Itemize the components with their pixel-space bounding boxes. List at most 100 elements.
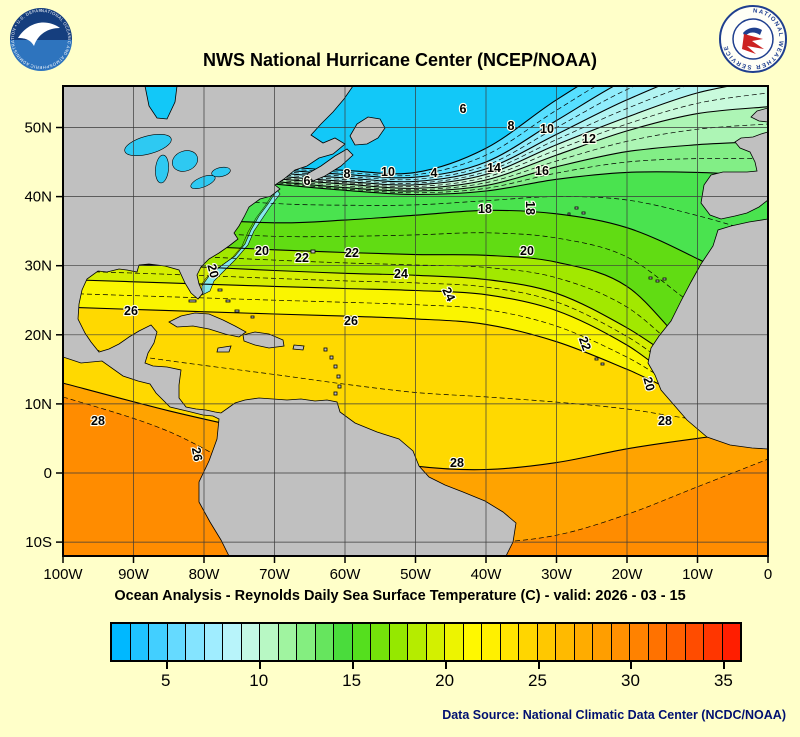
contour-label: 14 [487,161,501,175]
lon-axis-label: 100W [43,566,83,583]
noaa-logo-lower-half [10,40,72,71]
coastal-cold-band [201,189,281,296]
colorbar-tick-label: 35 [713,671,733,690]
colorbar-cell [278,624,297,660]
lon-axis-label: 10W [682,566,714,583]
contour-label: 10 [540,122,554,136]
colorbar-tick [630,662,633,669]
contour-labels: 6 8 10 12 4 14 16 6 8 10 18 18 20 20 22 22 20 24 24 26 26 22 2… [90,101,673,471]
contour-label: 24 [439,285,458,304]
contour-label: 22 [576,335,594,353]
colorbar-cell [630,624,649,660]
colorbar-cell [519,624,538,660]
colorbar-tick-label: 5 [161,671,171,690]
colorbar-cell [611,624,630,660]
colorbar-cell [149,624,168,660]
colorbar-cell [334,624,353,660]
colorbar-tick [165,662,168,669]
colorbar-tick [444,662,447,669]
colorbar-tick-label: 30 [621,671,640,690]
contour-label: 20 [255,244,269,258]
graticule [63,86,768,556]
colorbar-cell [223,624,242,660]
lon-axis-label: 0 [764,566,772,583]
colorbar-cell [445,624,464,660]
colorbar-cell [722,624,740,660]
colorbar-cell [241,624,260,660]
coastal-front-contour [198,191,275,289]
colorbar-cell [537,624,556,660]
contour-label: 28 [658,414,672,428]
colorbar-cell [667,624,686,660]
colorbar-cell [408,624,427,660]
land [63,86,768,556]
page-title: NWS National Hurricane Center (NCEP/NOAA… [202,50,598,70]
contour-label: 18 [523,201,537,215]
colorbar-cell [685,624,704,660]
colorbar-cell [112,624,131,660]
colorbar-cell [556,624,575,660]
contour-label: 26 [344,314,358,328]
colorbar-cell [704,624,723,660]
lon-axis-label: 30W [541,566,573,583]
colorbar-cell [204,624,223,660]
colorbar-cell [167,624,186,660]
colorbar-cell [482,624,501,660]
sst-map: 6 8 10 12 4 14 16 6 8 10 18 18 20 20 22 22 20 24 24 26 26 22 2… [24,85,772,584]
contour-label: 8 [344,167,351,181]
colorbar-bar [110,622,742,662]
contour-label: 10 [381,165,395,179]
colorbar-tick-label: 25 [528,671,547,690]
lat-axis-label: 0 [44,465,52,482]
lon-axis-label: 90W [118,566,150,583]
contour-label: 26 [189,446,205,462]
colorbar-cell [389,624,408,660]
contour-label: 18 [478,202,492,216]
colorbar-cell [186,624,205,660]
contour-label: 22 [295,251,309,265]
colorbar-cell [593,624,612,660]
colorbar-tick [537,662,540,669]
colorbar-tick [258,662,261,669]
colorbar-tick [723,662,726,669]
lon-axis-label: 60W [330,566,362,583]
map-layers: 6 8 10 12 4 14 16 6 8 10 18 18 20 20 22 22 20 24 24 26 26 22 2… [63,86,768,556]
contour-label: 8 [508,119,515,133]
colorbar-cell [371,624,390,660]
lat-axis-label: 20N [24,327,52,344]
contour-label: 4 [431,166,438,180]
contour-label: 26 [124,304,138,318]
lon-axis-label: 40W [471,566,503,583]
data-source-text: Data Source: National Climatic Data Cent… [442,708,786,722]
colorbar-cell [648,624,667,660]
contour-label: 6 [304,174,311,188]
lon-axis-label: 20W [612,566,644,583]
colorbar-cell [297,624,316,660]
colorbar-tick-label: 10 [249,671,269,690]
contour-label: 16 [535,164,549,178]
noaa-logo: NATIONAL OCEANIC AND ATMOSPHERIC ADMINIS… [8,6,72,71]
lat-axis-label: 10N [24,396,52,413]
contour-label: 20 [640,375,657,392]
colorbar-cell [352,624,371,660]
lon-axis-label: 80W [189,566,221,583]
colorbar-cell [315,624,334,660]
lon-axis-label: 70W [259,566,291,583]
noaa-gull-icon [18,22,60,46]
colorbar-cell [500,624,519,660]
lat-axis-label: 50N [24,120,52,137]
lat-axis-label: 10S [25,534,52,551]
colorbar-tick-label: 15 [342,671,362,690]
contour-label: 20 [204,262,221,279]
colorbar-tick-label: 20 [435,671,455,690]
colorbar-cell [260,624,279,660]
contour-label: 6 [460,102,467,116]
nws-logo: NATIONAL WEATHER SERVICE [719,5,787,73]
nws-lightning-icon [742,34,764,54]
lat-axis-label: 40N [24,189,52,206]
lat-axis-label: 30N [24,258,52,275]
colorbar-cell [130,624,149,660]
nws-cloud-icon [743,27,762,37]
